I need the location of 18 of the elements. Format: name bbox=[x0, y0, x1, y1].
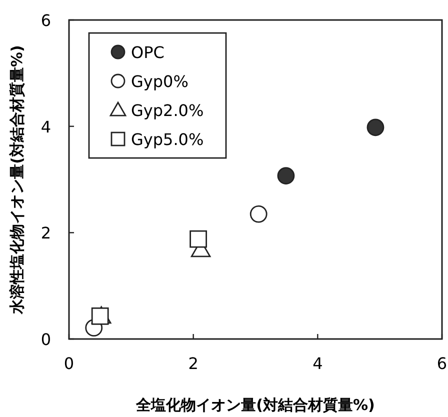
point bbox=[91, 307, 109, 325]
x-axis-title: 全塩化物イオン量(対結合材質量%) bbox=[135, 396, 375, 414]
x-tick-label: 2 bbox=[188, 354, 198, 373]
x-tick-label: 4 bbox=[312, 354, 323, 373]
legend-label: Gyp0% bbox=[131, 72, 188, 91]
legend-label: OPC bbox=[131, 43, 164, 62]
point bbox=[190, 230, 208, 248]
x-tick-label: 6 bbox=[436, 354, 448, 373]
point bbox=[366, 118, 384, 136]
y-tick-label: 4 bbox=[40, 117, 51, 136]
legend-label: Gyp5.0% bbox=[131, 130, 204, 149]
point bbox=[277, 167, 295, 184]
y-tick-label: 6 bbox=[40, 11, 51, 30]
y-axis-title: 水溶性塩化物イオン量(対結合材質量%) bbox=[8, 45, 26, 315]
y-tick-label: 0 bbox=[40, 330, 51, 349]
x-tick-label: 0 bbox=[64, 354, 74, 373]
y-tick-label: 2 bbox=[40, 224, 51, 243]
legend-label: Gyp2.0% bbox=[131, 101, 204, 120]
